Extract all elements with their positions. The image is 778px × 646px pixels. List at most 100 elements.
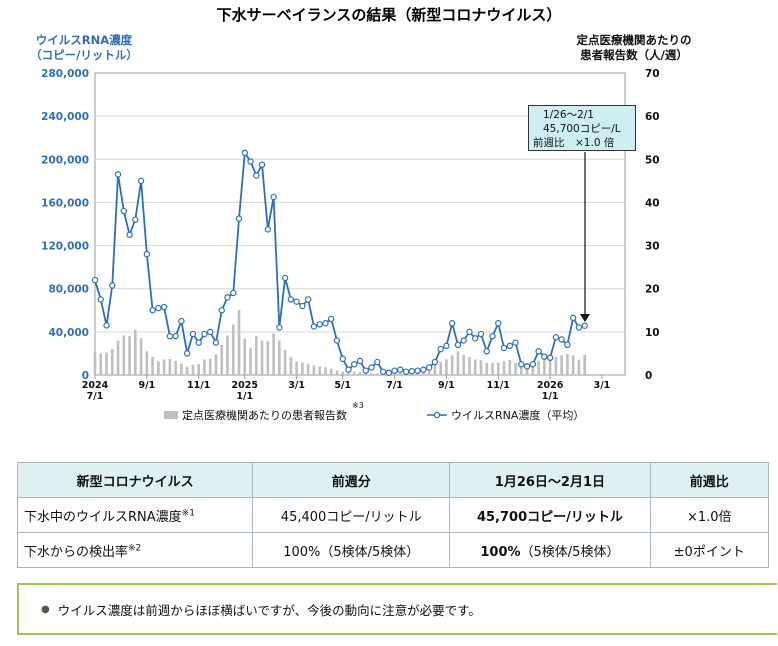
- left-tick-label: 200,000: [41, 154, 89, 166]
- bar: [341, 371, 345, 375]
- table-row: 下水中のウイルスRNA濃度※1 45,400コピー/リットル 45,700コピー…: [16, 497, 769, 533]
- data-point: [535, 348, 542, 355]
- bar: [122, 335, 126, 375]
- data-point: [207, 328, 214, 336]
- bar: [295, 361, 298, 375]
- data-point: [489, 332, 496, 340]
- left-tick-label: 280,000: [41, 68, 89, 80]
- callout-arrow-head: [580, 314, 590, 322]
- summary-table: 新型コロナウイルス 前週分 1月26日〜2月1日 前週比 下水中のウイルスRNA…: [16, 462, 769, 568]
- summary-header-row: 新型コロナウイルス 前週分 1月26日〜2月1日 前週比: [16, 462, 769, 498]
- data-point: [201, 330, 208, 338]
- data-point: [160, 303, 168, 311]
- data-point: [149, 307, 156, 314]
- data-point: [189, 330, 197, 338]
- table-row: 下水からの検出率※2 100%（5検体/5検体） 100%（5検体/5検体） ±…: [16, 532, 769, 568]
- data-point: [132, 216, 139, 223]
- cell-curr-detection: 100%（5検体/5検体）: [449, 532, 651, 568]
- bar-series: [93, 309, 586, 375]
- cell-curr-detection-bold: 100%: [480, 544, 521, 560]
- bar: [272, 333, 275, 375]
- x-tick-label: 5/1: [334, 380, 351, 391]
- bar: [185, 366, 189, 375]
- data-point: [276, 324, 283, 331]
- bar: [255, 336, 258, 375]
- data-point: [495, 320, 502, 327]
- data-point: [569, 314, 577, 322]
- data-point: [241, 149, 248, 157]
- right-tick-label: 40: [645, 197, 660, 209]
- bar: [231, 324, 235, 375]
- bar: [151, 356, 154, 375]
- bar: [531, 362, 535, 375]
- bar: [399, 372, 402, 375]
- data-point: [183, 350, 191, 357]
- data-point: [385, 369, 393, 377]
- bar: [352, 371, 356, 375]
- bar: [180, 363, 183, 375]
- data-point: [224, 294, 231, 301]
- data-point: [408, 368, 416, 375]
- bar: [237, 309, 241, 375]
- x-tick-label: 2024: [82, 380, 109, 391]
- right-axis-title-line1: 定点医療機関あたりの: [577, 33, 692, 47]
- data-point: [472, 335, 479, 342]
- row-label-text: 下水中のウイルスRNA濃度: [24, 509, 182, 525]
- bar: [543, 359, 546, 375]
- bar: [116, 340, 120, 375]
- x-tick-label: 2025: [232, 380, 258, 391]
- data-point: [374, 358, 381, 366]
- bar: [335, 370, 339, 375]
- left-tick-label: 160,000: [41, 197, 89, 209]
- x-tick-label: 9/1: [438, 380, 455, 391]
- data-point: [195, 339, 202, 346]
- bar: [445, 359, 448, 375]
- bar: [220, 344, 224, 375]
- cell-curr-detection-rest: （5検体/5検体）: [520, 544, 620, 560]
- latest-value-callout: 1/26〜2/1 45,700コピー/L 前週比 ×1.0 倍: [528, 105, 636, 151]
- header-week-ratio: 前週比: [649, 462, 769, 498]
- bar: [191, 364, 195, 375]
- bar: [324, 367, 327, 375]
- chart: 下水サーベイランスの結果（新型コロナウイルス） ウイルスRNA濃度 （コピー/リ…: [30, 6, 692, 422]
- data-point: [558, 336, 565, 343]
- data-point: [253, 172, 260, 179]
- right-tick-label: 30: [645, 241, 660, 253]
- bar: [139, 338, 143, 375]
- left-tick-label: 80,000: [48, 284, 89, 296]
- bar: [93, 351, 97, 375]
- note-text: ウイルス濃度は前週からほぼ横ばいですが、今後の動向に注意が必要です。: [57, 602, 481, 618]
- legend-bar-swatch: [164, 411, 178, 419]
- bar: [105, 352, 108, 375]
- x-tick-sublabel: 1/1: [542, 391, 559, 402]
- bar: [502, 361, 506, 375]
- header-previous-week: 前週分: [252, 462, 451, 498]
- data-point: [581, 322, 588, 329]
- bar: [577, 359, 581, 375]
- bar: [548, 357, 552, 375]
- data-point: [137, 177, 145, 185]
- data-point: [414, 367, 421, 374]
- data-point: [339, 355, 346, 363]
- x-tick-label: 3/1: [594, 380, 611, 391]
- bar: [456, 351, 460, 375]
- left-tick-label: 240,000: [41, 111, 89, 123]
- data-point: [448, 320, 456, 327]
- bar: [278, 340, 281, 375]
- right-axis-title-line2: 患者報告数（人/週）: [580, 48, 688, 62]
- data-point: [304, 296, 312, 303]
- bar: [168, 359, 172, 375]
- bar: [514, 362, 517, 375]
- data-point: [575, 324, 583, 331]
- bar: [214, 354, 218, 375]
- row-note: ※1: [181, 508, 195, 519]
- bar: [566, 353, 569, 375]
- bar: [260, 340, 264, 375]
- callout-value: 45,700コピー/L: [543, 123, 621, 135]
- right-tick-label: 60: [645, 111, 660, 123]
- left-tick-label: 40,000: [48, 327, 89, 339]
- legend: 定点医療機関あたりの患者報告数 ※3 ウイルスRNA濃度（平均）: [164, 401, 584, 422]
- right-tick-label: 0: [645, 370, 652, 382]
- cell-prev-detection: 100%（5検体/5検体）: [252, 532, 451, 568]
